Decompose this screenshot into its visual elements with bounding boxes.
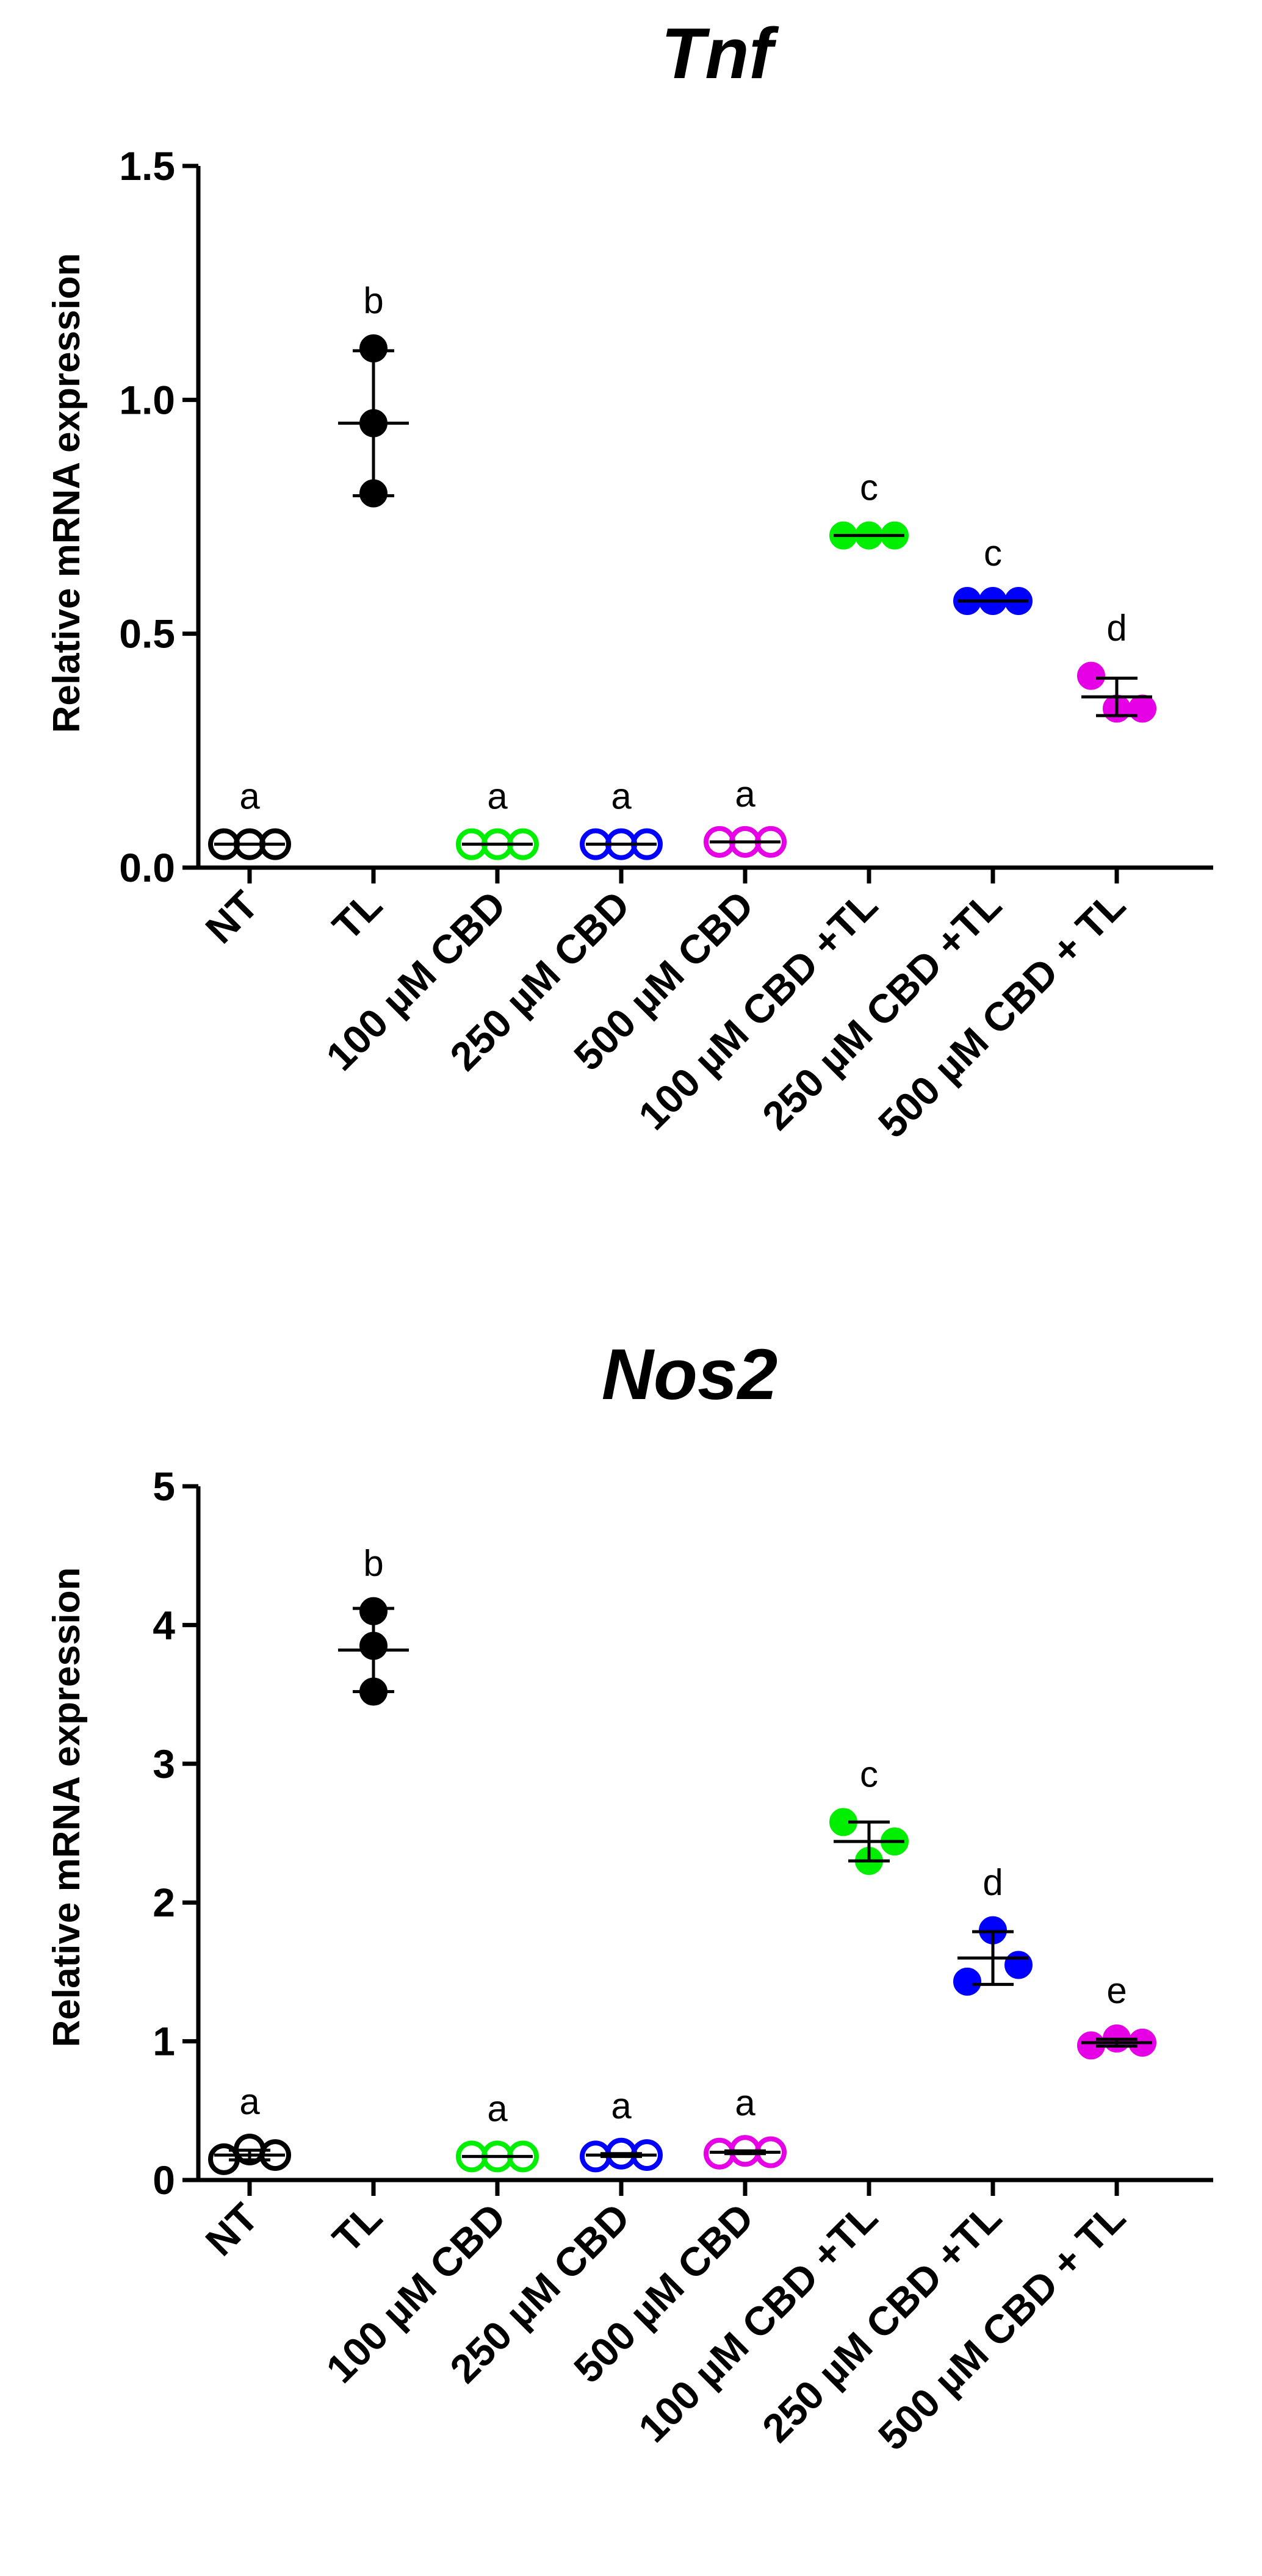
tnf-significance-letter: b — [363, 280, 383, 321]
tnf-significance-letter: a — [239, 776, 260, 817]
nos2-significance-letter: e — [1106, 1970, 1127, 2011]
nos2-y-ticks: 0 1 2 3 4 5 — [153, 1464, 198, 2203]
tnf-significance-letter: c — [984, 533, 1002, 574]
nos2-error-bars — [214, 1606, 1152, 2162]
nos2-significance-letter: a — [611, 2085, 632, 2126]
tnf-data-points — [208, 334, 1156, 860]
nos2-data-point — [953, 1967, 981, 1996]
tnf-significance-letter: a — [487, 776, 508, 817]
tnf-y-tick-label: 1.0 — [119, 377, 175, 422]
nos2-significance-letter: d — [983, 1862, 1003, 1903]
tnf-data-point — [1128, 694, 1156, 723]
nos2-significance-letter: c — [860, 1754, 878, 1794]
tnf-data-point — [1077, 661, 1105, 690]
nos2-chart-title: Nos2 — [602, 1334, 778, 1415]
nos2-significance-letter: a — [487, 2088, 508, 2129]
nos2-data-points — [208, 1597, 1156, 2175]
nos2-x-tick-label: TL — [324, 2195, 391, 2261]
tnf-significance-letter: a — [611, 776, 632, 817]
tnf-y-tick-label: 0.0 — [119, 845, 175, 890]
nos2-x-tick-label: 100 µM CBD +TL — [630, 2195, 886, 2451]
tnf-y-tick-label: 0.5 — [119, 611, 175, 657]
nos2-y-axis-label: Relative mRNA expression — [46, 1567, 88, 2048]
tnf-x-tick-label: 250 µM CBD +TL — [754, 882, 1010, 1139]
nos2-y-tick-label: 5 — [153, 1464, 175, 1509]
nos2-significance-letter: b — [363, 1543, 383, 1584]
nos2-data-point — [1004, 1951, 1033, 1979]
tnf-x-tick-label: 100 µM CBD +TL — [630, 882, 886, 1139]
tnf-chart-title: Tnf — [661, 13, 779, 94]
tnf-significance-letter: a — [735, 774, 755, 815]
nos2-significance-letters: a b a a a c d e — [239, 1543, 1127, 2129]
nos2-y-tick-label: 2 — [153, 1880, 175, 1925]
nos2-x-tick-label: 250 µM CBD +TL — [754, 2195, 1010, 2451]
nos2-x-tick-label: NT — [197, 2195, 267, 2265]
tnf-y-tick-label: 1.5 — [119, 143, 175, 189]
tnf-x-tick-label: TL — [324, 882, 391, 949]
tnf-significance-letters: a b a a a c c d — [239, 280, 1127, 817]
nos2-significance-letter: a — [239, 2081, 260, 2122]
nos2-y-tick-label: 4 — [153, 1602, 175, 1647]
tnf-error-bars — [214, 349, 1152, 846]
tnf-y-ticks: 0.0 0.5 1.0 1.5 — [119, 143, 198, 890]
tnf-y-axis-label: Relative mRNA expression — [46, 253, 88, 733]
tnf-significance-letter: c — [860, 467, 878, 508]
nos2-panel: Nos2 Relative mRNA expression 0 1 2 3 4 5 NT T… — [46, 1334, 1213, 2459]
tnf-x-tick-label: NT — [197, 882, 267, 952]
nos2-y-tick-label: 0 — [153, 2157, 175, 2203]
nos2-y-tick-label: 3 — [153, 1741, 175, 1786]
nos2-y-tick-label: 1 — [153, 2019, 175, 2064]
tnf-significance-letter: d — [1106, 608, 1127, 649]
nos2-significance-letter: a — [735, 2082, 755, 2123]
tnf-panel: Tnf Relative mRNA expression 0.0 0.5 1.0 1.… — [46, 13, 1213, 1146]
